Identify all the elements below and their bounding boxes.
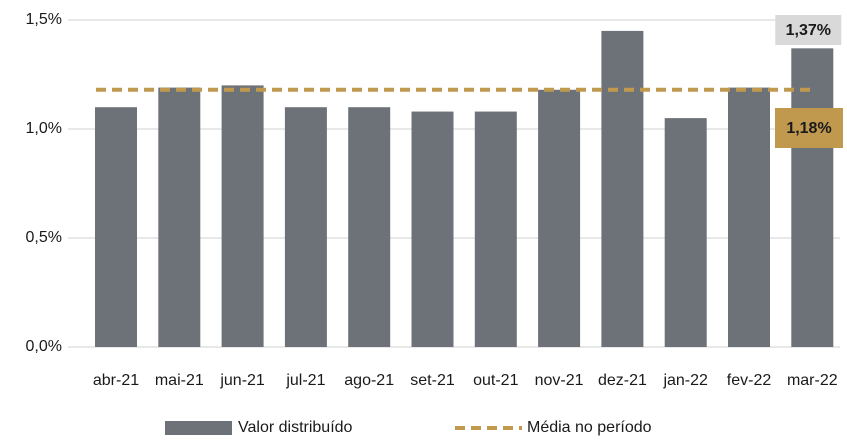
bar [348, 107, 391, 347]
x-tick-label: dez-21 [598, 372, 647, 389]
bar [538, 89, 581, 347]
y-tick-label: 1,0% [26, 120, 62, 137]
bar [284, 107, 327, 347]
bar [411, 111, 454, 347]
y-tick-label: 1,5% [26, 11, 62, 28]
average-label: 1,18% [786, 120, 831, 137]
legend-label: Valor distribuído [238, 419, 353, 436]
value-label-box [775, 15, 842, 45]
bar [95, 107, 137, 347]
bar [221, 85, 264, 348]
legend-label: Média no período [527, 419, 652, 436]
y-tick-label: 0,0% [26, 338, 62, 355]
bar [728, 87, 770, 347]
bar [791, 48, 834, 348]
value-label: 1,37% [786, 22, 831, 39]
bar [474, 111, 517, 347]
x-tick-label: jan-22 [662, 372, 708, 389]
bar [664, 118, 707, 347]
x-tick-label: jul-21 [285, 372, 325, 389]
legend-swatch [165, 421, 232, 435]
x-tick-label: ago-21 [344, 372, 394, 389]
x-tick-label: abr-21 [93, 372, 139, 389]
bar [601, 30, 644, 348]
x-tick-label: set-21 [410, 372, 455, 389]
y-tick-label: 0,5% [26, 229, 62, 246]
x-tick-label: jun-21 [219, 372, 265, 389]
average-label-box [775, 108, 843, 148]
x-tick-label: out-21 [473, 372, 518, 389]
x-tick-label: mai-21 [155, 372, 204, 389]
x-tick-label: fev-22 [727, 372, 772, 389]
x-tick-label: mar-22 [787, 372, 838, 389]
bar [158, 87, 201, 347]
x-tick-label: nov-21 [535, 372, 584, 389]
